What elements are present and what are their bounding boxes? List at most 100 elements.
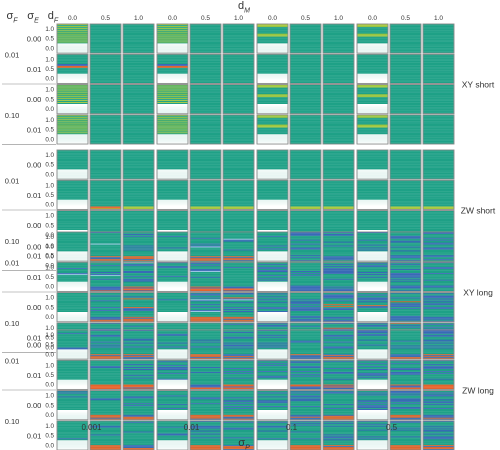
cell-strip [157,218,188,220]
cell-strip [190,121,221,123]
cell-strip [57,220,88,222]
cell-strip [390,154,421,156]
cell-strip [357,124,388,126]
cell-strip [157,51,188,53]
cell-strip [423,104,454,106]
cell-strip [123,261,154,263]
cell-strip [290,104,321,106]
cell-strip [190,26,221,28]
cell-strip [57,131,88,133]
cell-strip [390,189,421,191]
cell-strip [57,215,88,217]
cell-strip [123,254,154,256]
cell-strip [223,134,254,136]
cell-strip [390,77,421,79]
cell-strip [190,197,221,199]
cell-strip [190,194,221,196]
cell-strip [223,220,254,222]
cell-strip [157,31,188,33]
cell-strip [223,169,254,171]
cell-strip [390,128,421,130]
cell-strip [223,256,254,258]
cell-strip [290,244,321,246]
cell-strip [257,48,288,50]
cell-strip [123,152,154,154]
cell-strip [323,211,354,213]
cell-strip [257,258,288,260]
cell-strip [290,193,321,195]
cell-strip [57,236,88,238]
cell-strip [223,131,254,133]
cell-strip [390,190,421,192]
cell-strip [357,62,388,64]
cell-border [189,231,222,262]
d-m-tick: 0.0 [168,15,177,22]
cell-strip [290,224,321,226]
cell-strip [90,172,121,174]
cell-strip [157,187,188,189]
cell-strip [90,81,121,83]
cell-strip [323,25,354,27]
cell-strip [57,258,88,260]
cell-strip [123,64,154,66]
cell-strip [123,48,154,50]
cell-strip [190,207,221,209]
cell-strip [323,190,354,192]
cell-strip [223,242,254,244]
sigma-f-header: σF [6,10,18,24]
cell-strip [390,68,421,70]
cell-strip [390,91,421,93]
d-m-tick: 0.0 [68,15,77,22]
cell-strip [57,78,88,80]
cell-strip [290,177,321,179]
cell-strip [290,153,321,155]
cell-strip [290,34,321,36]
cell-strip [190,219,221,221]
cell-strip [357,116,388,118]
heatmap-cell [89,114,122,145]
heatmap-cell [289,231,322,262]
cell-strip [57,259,88,261]
cell-strip [423,166,454,168]
cell-strip [323,169,354,171]
cell-strip [357,219,388,221]
cell-strip [90,69,121,71]
cell-strip [257,164,288,166]
cell-strip [257,62,288,64]
cell-strip [123,150,154,152]
cell-strip [323,92,354,94]
cell-strip [57,178,88,180]
cell-strip [257,206,288,208]
cell-strip [123,37,154,39]
cell-strip [290,118,321,120]
cell-strip [223,170,254,172]
cell-strip [257,152,288,154]
cell-strip [190,112,221,114]
cell-strip [290,48,321,50]
cell-strip [157,190,188,192]
cell-strip [423,185,454,187]
cell-strip [390,90,421,92]
cell-strip [157,212,188,214]
cell-strip [390,52,421,54]
cell-strip [357,161,388,163]
cell-strip [390,140,421,142]
cell-strip [390,101,421,103]
cell-strip [323,116,354,118]
cell-strip [190,110,221,112]
cell-strip [57,152,88,154]
cell-strip [423,68,454,70]
cell-strip [190,59,221,61]
cell-border [322,53,355,84]
cell-strip [290,165,321,167]
cell-strip [190,133,221,135]
cell-strip [390,165,421,167]
cell-strip [290,133,321,135]
cell-strip [257,108,288,110]
cell-strip [290,33,321,35]
cell-strip [157,208,188,210]
heatmap-cell [322,179,355,210]
cell-strip [390,110,421,112]
cell-strip [223,194,254,196]
cell-strip [123,154,154,156]
